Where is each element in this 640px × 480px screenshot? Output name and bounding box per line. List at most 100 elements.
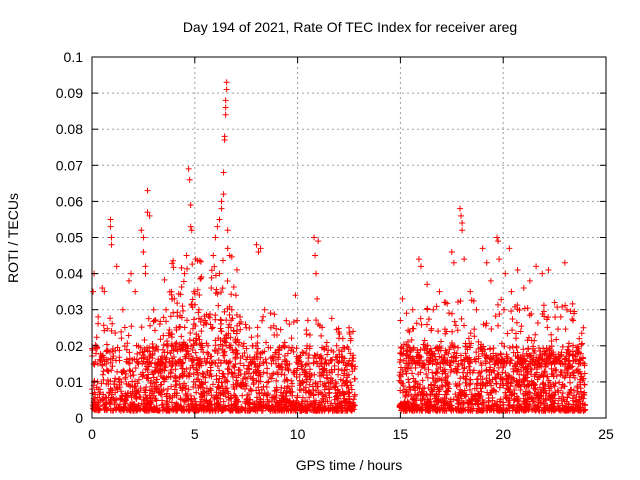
data-point [419, 377, 426, 384]
data-point [578, 340, 585, 347]
data-point [178, 333, 185, 340]
data-point [479, 407, 486, 414]
data-point [473, 407, 480, 414]
data-point [573, 344, 580, 351]
data-point [213, 401, 220, 408]
data-point [248, 334, 255, 341]
data-point [578, 341, 585, 348]
data-point [329, 404, 336, 411]
data-point [304, 317, 311, 324]
data-point [526, 360, 533, 367]
y-tick-label: 0.09 [56, 85, 83, 101]
data-point [487, 277, 494, 284]
data-point [264, 379, 271, 386]
data-point [462, 391, 469, 398]
data-point [131, 378, 138, 385]
data-point [554, 387, 561, 394]
data-point [172, 401, 179, 408]
data-point [294, 392, 301, 399]
data-point [203, 311, 210, 318]
data-point [292, 292, 299, 299]
data-point [167, 313, 174, 320]
data-point [567, 308, 574, 315]
data-point [318, 355, 325, 362]
data-point [459, 220, 466, 227]
data-point [522, 375, 529, 382]
data-point [242, 321, 249, 328]
data-point [564, 365, 571, 372]
data-point [351, 393, 358, 400]
y-tick-label: 0.01 [56, 374, 83, 390]
data-point [188, 227, 195, 234]
data-point [396, 359, 403, 366]
data-point [233, 347, 240, 354]
data-point [540, 345, 547, 352]
data-point [151, 387, 158, 394]
data-point [318, 399, 325, 406]
data-point [409, 396, 416, 403]
data-point [452, 322, 459, 329]
data-point [485, 399, 492, 406]
data-point [504, 354, 511, 361]
data-point [468, 340, 475, 347]
data-point [108, 234, 115, 241]
data-point [148, 404, 155, 411]
data-point [344, 374, 351, 381]
data-point [222, 111, 229, 118]
data-point [517, 358, 524, 365]
data-point [106, 389, 113, 396]
data-point [273, 360, 280, 367]
data-point [172, 366, 179, 373]
data-point [185, 395, 192, 402]
data-point [229, 373, 236, 380]
data-point [438, 399, 445, 406]
data-point [432, 356, 439, 363]
data-point [140, 401, 147, 408]
data-point [344, 344, 351, 351]
data-point [495, 322, 502, 329]
data-point [236, 320, 243, 327]
data-point [224, 245, 231, 252]
data-point [254, 339, 261, 346]
data-point [410, 344, 417, 351]
data-point [254, 333, 261, 340]
data-point [157, 336, 164, 343]
data-point [239, 353, 246, 360]
data-point [444, 359, 451, 366]
data-point [495, 404, 502, 411]
data-point [547, 379, 554, 386]
data-point [350, 328, 357, 335]
data-point [105, 368, 112, 375]
data-point [414, 359, 421, 366]
data-point [408, 355, 415, 362]
data-point [474, 380, 481, 387]
data-point [187, 364, 194, 371]
data-point [443, 349, 450, 356]
data-point [489, 394, 496, 401]
data-point [344, 382, 351, 389]
data-point [107, 315, 114, 322]
data-point [218, 198, 225, 205]
data-point [314, 404, 321, 411]
data-point [491, 361, 498, 368]
data-point [460, 407, 467, 414]
data-point [207, 407, 214, 414]
data-point [241, 370, 248, 377]
data-point [271, 387, 278, 394]
data-point [133, 394, 140, 401]
data-point [350, 354, 357, 361]
data-point [332, 400, 339, 407]
data-point [245, 399, 252, 406]
data-point [577, 376, 584, 383]
data-point [294, 317, 301, 324]
data-point [207, 401, 214, 408]
data-point [212, 234, 219, 241]
data-point [248, 359, 255, 366]
data-point [278, 371, 285, 378]
data-point [172, 382, 179, 389]
data-point [123, 393, 130, 400]
data-point [441, 366, 448, 373]
data-point [449, 328, 456, 335]
data-point [178, 314, 185, 321]
data-point [185, 355, 192, 362]
